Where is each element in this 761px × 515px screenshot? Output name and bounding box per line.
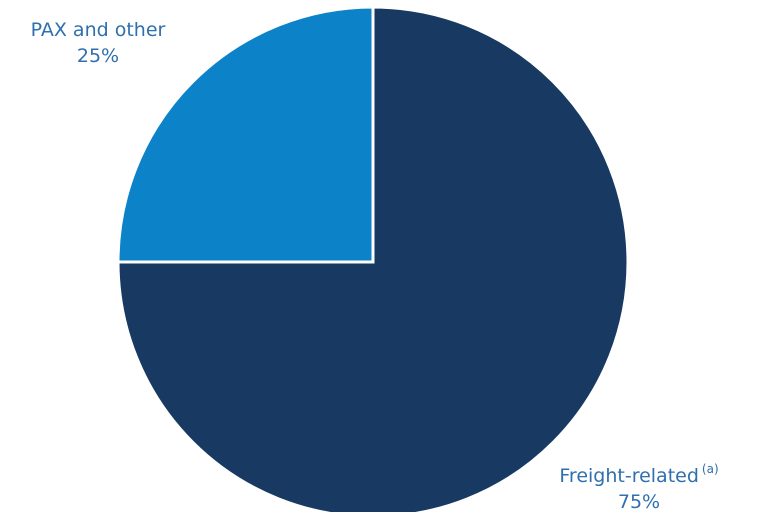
slice-name-freight-related: Freight-related	[559, 465, 699, 487]
slice-value-freight-related: 75%	[546, 489, 732, 515]
slice-label-pax-and-other: PAX and other 25%	[10, 17, 186, 69]
slice-name-pax-and-other: PAX and other	[10, 17, 186, 43]
footnote-marker: (a)	[702, 462, 719, 476]
slice-label-freight-related: Freight-related (a) 75%	[546, 456, 732, 515]
slice-value-pax-and-other: 25%	[10, 43, 186, 69]
